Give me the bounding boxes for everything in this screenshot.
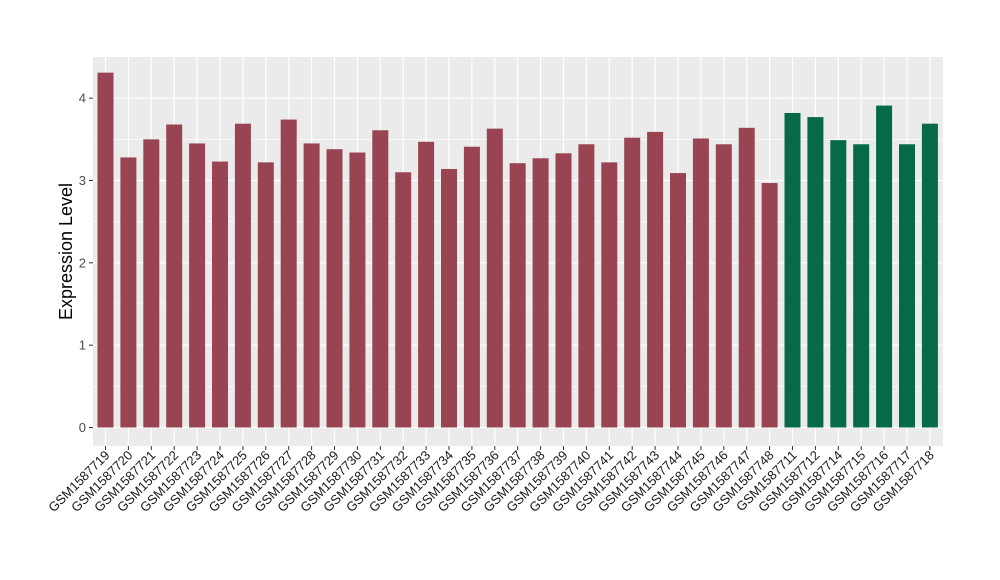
bar-GSM1587725	[234, 123, 251, 428]
bar-GSM1587717	[899, 144, 915, 428]
bar-GSM1587747	[738, 127, 755, 428]
bar-GSM1587735	[463, 146, 480, 428]
bar-GSM1587743	[647, 131, 664, 428]
bar-GSM1587732	[395, 172, 412, 428]
bar-GSM1587721	[143, 139, 160, 428]
bar-GSM1587729	[326, 149, 343, 428]
bar-GSM1587712	[807, 117, 824, 428]
bar-GSM1587722	[166, 124, 183, 428]
bar-GSM1587741	[601, 162, 618, 428]
bar-GSM1587742	[624, 137, 641, 428]
bar-GSM1587745	[692, 138, 709, 428]
bar-GSM1587736	[486, 128, 503, 428]
bar-GSM1587731	[372, 130, 389, 428]
bars	[97, 72, 938, 428]
y-tick-label: 1	[79, 338, 86, 353]
y-axis-title: Expression Level	[56, 183, 76, 320]
x-axis: GSM1587719GSM1587720GSM1587721GSM1587722…	[45, 446, 937, 515]
bar-GSM1587739	[555, 153, 572, 428]
y-tick-label: 2	[79, 255, 86, 270]
bar-GSM1587714	[830, 140, 847, 428]
bar-GSM1587748	[761, 182, 778, 428]
bar-GSM1587744	[670, 173, 686, 428]
bar-GSM1587740	[578, 144, 595, 428]
bar-GSM1587711	[784, 112, 801, 428]
bar-GSM1587719	[97, 72, 114, 428]
bar-GSM1587730	[349, 152, 366, 428]
y-tick-label: 0	[79, 420, 86, 435]
bar-GSM1587728	[303, 143, 320, 428]
bar-GSM1587716	[876, 105, 893, 428]
bar-GSM1587726	[257, 162, 274, 428]
y-tick-label: 4	[79, 91, 86, 106]
bar-GSM1587718	[921, 123, 938, 428]
bar-GSM1587720	[120, 157, 137, 428]
bar-GSM1587746	[715, 144, 732, 428]
bar-GSM1587734	[441, 168, 457, 428]
bar-GSM1587727	[280, 119, 297, 428]
bar-GSM1587723	[189, 143, 206, 428]
bar-GSM1587733	[418, 141, 435, 428]
bar-GSM1587715	[853, 144, 870, 428]
bar-GSM1587738	[532, 158, 549, 428]
y-axis: 0 1 2 3 4	[79, 91, 93, 435]
bar-GSM1587737	[509, 163, 526, 428]
y-tick-label: 3	[79, 173, 86, 188]
bar-GSM1587724	[212, 161, 228, 428]
